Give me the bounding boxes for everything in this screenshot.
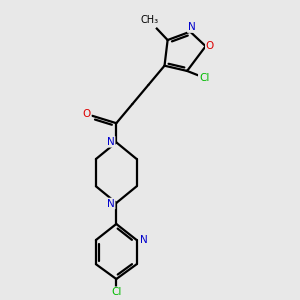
Text: O: O: [206, 41, 214, 51]
Text: N: N: [107, 199, 115, 208]
Text: N: N: [188, 22, 196, 32]
Text: N: N: [140, 235, 147, 245]
Text: Cl: Cl: [199, 73, 209, 83]
Text: CH₃: CH₃: [140, 15, 158, 25]
Text: O: O: [82, 109, 91, 118]
Text: N: N: [107, 137, 115, 147]
Text: Cl: Cl: [111, 287, 122, 297]
